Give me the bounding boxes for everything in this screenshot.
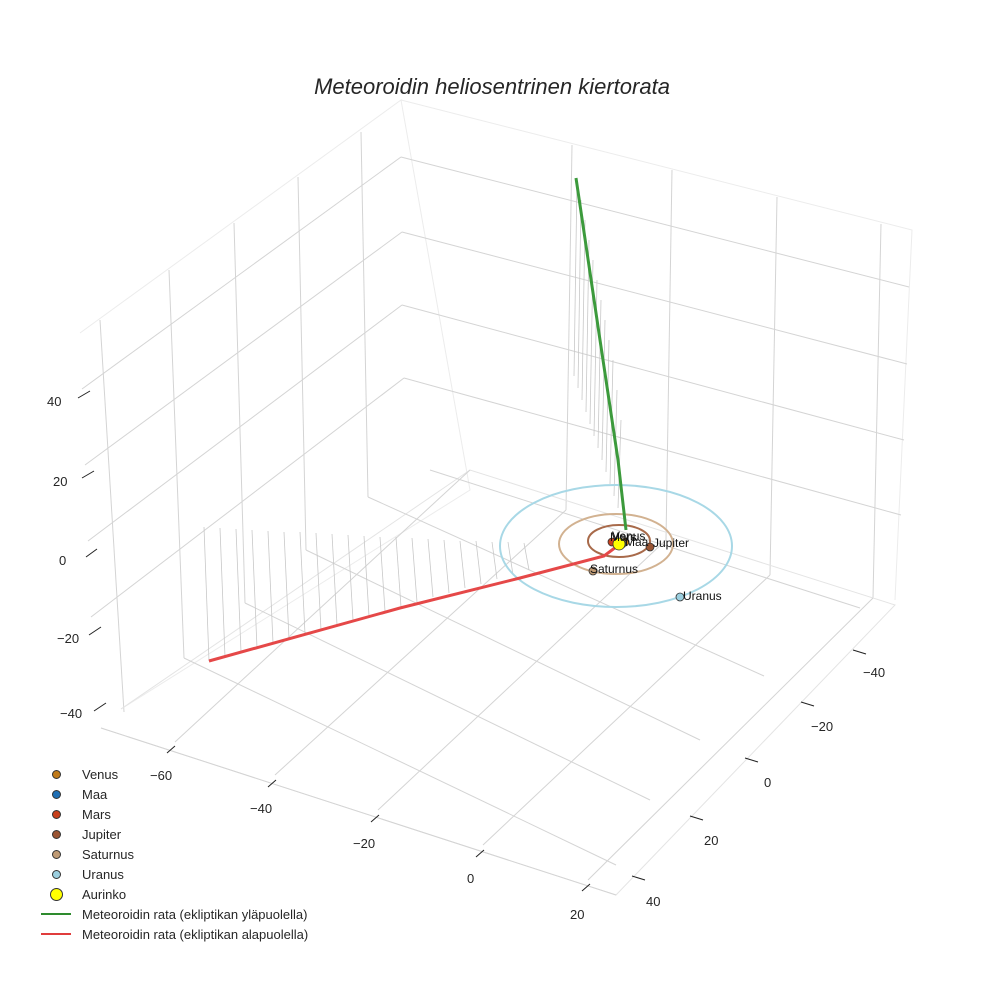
label-venus: Venus <box>612 529 645 543</box>
y-axis-tick-label: 40 <box>646 894 661 909</box>
legend-item[interactable]: Mars <box>36 804 308 824</box>
legend-label: Aurinko <box>82 886 127 902</box>
uranus-marker <box>675 592 685 602</box>
legend-label: Mars <box>82 806 111 822</box>
legend-label: Venus <box>82 766 119 782</box>
legend-item[interactable]: Uranus <box>36 864 308 884</box>
legend-marker-icon <box>36 864 76 884</box>
saturnus-orbit <box>558 513 674 575</box>
planet-markers <box>588 537 685 602</box>
x-axis-tick-label: −60 <box>150 768 173 783</box>
legend-item[interactable]: Venus <box>36 764 308 784</box>
legend-item[interactable]: Maa <box>36 784 308 804</box>
legend-line-icon <box>36 924 76 944</box>
y-axis-tick-label: 0 <box>764 775 772 790</box>
x-axis-tick-label: −40 <box>250 801 273 816</box>
legend-label: Meteoroidin rata (ekliptikan yläpuolella… <box>82 906 308 922</box>
x-axis-tick-label: 20 <box>570 907 585 922</box>
legend-marker-icon <box>36 784 76 804</box>
legend-item[interactable]: Meteoroidin rata (ekliptikan yläpuolella… <box>36 904 308 924</box>
legend-label: Saturnus <box>82 846 135 862</box>
jupiter-orbit <box>587 524 651 558</box>
legend-label: Maa <box>82 786 108 802</box>
legend-item[interactable]: Meteoroidin rata (ekliptikan alapuolella… <box>36 924 308 944</box>
axis-box <box>79 99 913 896</box>
legend-marker-icon <box>36 764 76 784</box>
z-axis-tick-label: 0 <box>59 553 67 568</box>
jupiter-marker <box>645 542 655 552</box>
legend-label: Jupiter <box>82 826 122 842</box>
red-drop-lines <box>203 526 530 662</box>
chart-title: Meteoroidin heliosentrinen kiertorata <box>314 74 670 99</box>
y-axis-tick-label: 20 <box>704 833 719 848</box>
legend-marker-icon <box>36 804 76 824</box>
legend-label: Uranus <box>82 866 124 882</box>
legend: Venus Maa Mars Jupiter Saturnus Uranus Aurinko… <box>36 764 308 944</box>
label-maa: Maa <box>625 535 649 549</box>
z-axis-tick-label: −20 <box>57 631 80 646</box>
legend-item[interactable]: Jupiter <box>36 824 308 844</box>
label-jupiter: Jupiter <box>653 536 689 550</box>
legend-label: Meteoroidin rata (ekliptikan alapuolella… <box>82 926 309 942</box>
orbits <box>499 484 733 608</box>
saturnus-marker <box>588 566 598 576</box>
legend-item[interactable]: Saturnus <box>36 844 308 864</box>
legend-marker-icon <box>36 884 76 904</box>
y-axis-tick-label: −20 <box>811 719 834 734</box>
planet-labels: Mars Venus Maa Jupiter Saturnus Uranus <box>590 529 722 603</box>
legend-item[interactable]: Aurinko <box>36 884 308 904</box>
legend-marker-icon <box>36 824 76 844</box>
label-mars: Mars <box>610 530 637 544</box>
aurinko-marker <box>612 537 626 551</box>
green-drop-lines <box>573 179 622 509</box>
legend-marker-icon <box>36 844 76 864</box>
label-saturnus: Saturnus <box>590 562 638 576</box>
label-uranus: Uranus <box>683 589 722 603</box>
axis-ticks <box>77 390 867 892</box>
y-axis-tick-label: −40 <box>863 665 886 680</box>
meteoroid-path-below <box>208 542 621 663</box>
x-axis-tick-label: −20 <box>353 836 376 851</box>
z-axis-tick-label: 40 <box>47 394 62 409</box>
x-axis-tick-label: 0 <box>467 871 475 886</box>
legend-line-icon <box>36 904 76 924</box>
z-axis-tick-label: 20 <box>53 474 68 489</box>
z-axis-tick-label: −40 <box>60 706 83 721</box>
uranus-orbit <box>499 484 733 608</box>
meteoroid-path-above <box>574 177 628 531</box>
